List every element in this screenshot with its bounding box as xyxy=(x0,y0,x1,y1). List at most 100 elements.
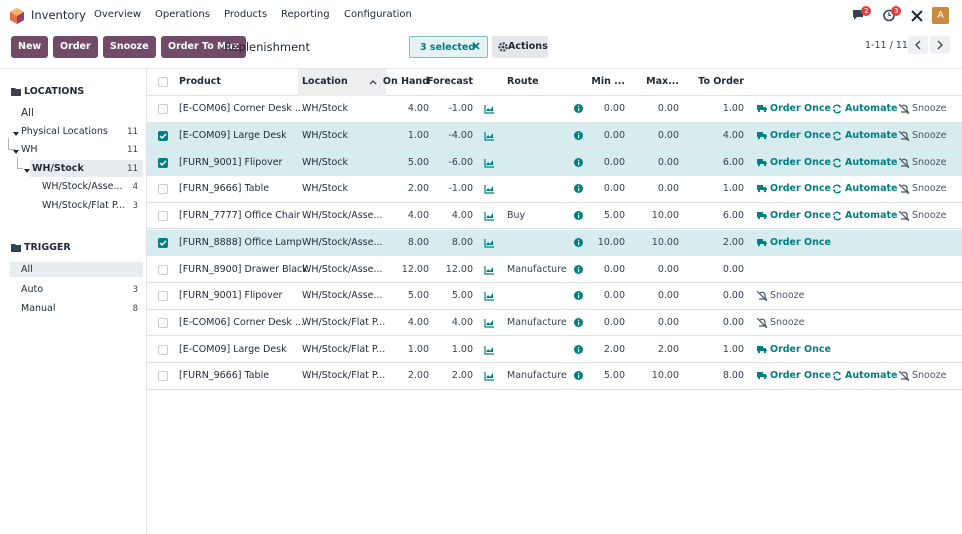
count: 11 xyxy=(127,163,138,174)
checkbox[interactable] xyxy=(158,291,168,302)
avatar[interactable]: A xyxy=(932,7,949,24)
trigger-item[interactable]: Auto xyxy=(21,283,44,295)
cell-on-hand: 12.00 xyxy=(401,263,429,275)
trigger-item[interactable]: Manual xyxy=(21,303,56,314)
action-button[interactable]: Snooze xyxy=(912,210,947,222)
menu-item[interactable]: Overview xyxy=(94,9,142,20)
action-button[interactable]: Order Once xyxy=(770,183,831,195)
button[interactable]: Order xyxy=(53,36,98,58)
column-header[interactable]: Location xyxy=(302,76,348,87)
action-button[interactable]: Order Once xyxy=(770,130,831,142)
actions-button[interactable]: Actions xyxy=(492,36,548,58)
action-icon xyxy=(898,210,910,224)
cell-forecast: 12.00 xyxy=(445,263,473,275)
table-row[interactable]: [FURN_8900] Drawer Black WH/Stock/Asse...… xyxy=(147,256,962,283)
checkbox[interactable] xyxy=(158,104,168,115)
action-button[interactable]: Snooze xyxy=(912,130,947,142)
column-header[interactable]: Forecast xyxy=(427,76,473,87)
messages-icon[interactable] xyxy=(852,9,866,21)
action-button[interactable]: Automate xyxy=(845,210,898,222)
action-button[interactable]: Automate xyxy=(845,183,898,195)
cell-max: 0.00 xyxy=(657,156,679,168)
action-button[interactable]: Order Once xyxy=(770,156,831,168)
action-button[interactable]: Automate xyxy=(845,103,898,115)
action-button[interactable]: Snooze xyxy=(912,156,947,168)
action-button[interactable]: Automate xyxy=(845,156,898,168)
column-header[interactable]: Max... xyxy=(646,76,679,87)
column-header[interactable]: Product xyxy=(179,76,221,87)
action-button[interactable]: Order Once xyxy=(770,370,831,382)
cell-max: 10.00 xyxy=(651,210,679,222)
action-button[interactable]: Order Once xyxy=(770,236,831,248)
checkbox[interactable] xyxy=(158,184,168,195)
actions-label: Actions xyxy=(508,41,548,52)
table-row[interactable]: [FURN_9001] Flipover WH/Stock 5.00 -6.00 0.0… xyxy=(147,149,962,177)
location-item[interactable]: WH/Stock/Flat P... xyxy=(42,199,126,211)
checkbox[interactable] xyxy=(158,157,168,168)
action-button[interactable]: Snooze xyxy=(912,103,947,115)
action-button[interactable]: Snooze xyxy=(912,183,947,195)
location-item[interactable]: WH/Stock/Asse... xyxy=(42,181,123,192)
action-button[interactable]: Snooze xyxy=(770,316,805,328)
table-row[interactable]: [FURN_8888] Office Lamp WH/Stock/Asse... 8… xyxy=(147,229,962,257)
count: 4 xyxy=(132,182,138,192)
debug-icon[interactable] xyxy=(911,10,923,22)
table-row[interactable]: [E-COM09] Large Desk WH/Stock 1.00 -4.00 0.0… xyxy=(147,122,962,150)
pager-prev[interactable] xyxy=(908,36,928,54)
cell-to-order: 1.00 xyxy=(722,183,744,195)
column-header[interactable]: Route xyxy=(507,76,539,87)
cell-forecast: 4.00 xyxy=(451,210,473,222)
column-header[interactable]: To Order xyxy=(698,76,744,87)
cell-forecast: -1.00 xyxy=(448,183,473,195)
location-item[interactable]: All xyxy=(21,107,35,119)
table-row[interactable]: [FURN_9666] Table WH/Stock/Flat P... 2.00 2… xyxy=(147,363,962,390)
trigger-item[interactable]: All xyxy=(21,264,33,275)
menu-item[interactable]: Configuration xyxy=(344,9,412,20)
button[interactable]: Order To Max xyxy=(161,36,247,58)
action-button[interactable]: Order Once xyxy=(770,210,831,222)
location-item[interactable]: WH xyxy=(21,144,38,155)
action-button[interactable]: Order Once xyxy=(770,103,831,115)
action-icon xyxy=(898,103,910,117)
table-row[interactable]: [FURN_9001] Flipover WH/Stock/Asse... 5.00… xyxy=(147,283,962,310)
checkbox[interactable] xyxy=(158,317,168,328)
button[interactable]: New xyxy=(11,36,49,58)
section-title: TRIGGER xyxy=(24,242,71,253)
table-row[interactable]: [E-COM09] Large Desk WH/Stock/Flat P... 1.… xyxy=(147,336,962,363)
forecast-graph-icon xyxy=(484,265,495,278)
action-button[interactable]: Snooze xyxy=(770,290,805,302)
unselect-icon[interactable] xyxy=(472,42,480,50)
action-button[interactable]: Order Once xyxy=(770,343,831,355)
location-item[interactable]: Physical Locations xyxy=(21,125,108,137)
cell-forecast: 4.00 xyxy=(451,316,473,328)
checkbox[interactable] xyxy=(158,371,168,382)
app-name[interactable]: Inventory xyxy=(31,8,86,22)
table-row[interactable]: [E-COM06] Corner Desk ... WH/Stock 4.00 -1.… xyxy=(147,96,962,123)
checkbox[interactable] xyxy=(158,211,168,222)
tree-line xyxy=(8,138,15,150)
action-button[interactable]: Automate xyxy=(845,370,898,382)
table-row[interactable]: [E-COM06] Corner Desk ... WH/Stock/Flat P… xyxy=(147,310,962,337)
table-row[interactable]: [FURN_7777] Office Chair WH/Stock/Asse...… xyxy=(147,203,962,230)
checkbox[interactable] xyxy=(158,131,168,142)
pager-next[interactable] xyxy=(930,36,950,54)
location-item[interactable]: WH/Stock xyxy=(32,162,84,174)
checkbox[interactable] xyxy=(158,344,168,355)
menu-item[interactable]: Reporting xyxy=(281,9,330,20)
checkbox[interactable] xyxy=(158,264,168,275)
button[interactable]: Snooze xyxy=(103,36,156,58)
column-header[interactable]: On Hand xyxy=(382,76,429,87)
checkbox[interactable] xyxy=(158,77,168,87)
divider xyxy=(0,68,962,69)
cell-to-order: 1.00 xyxy=(722,343,744,355)
action-button[interactable]: Snooze xyxy=(912,370,947,382)
checkbox[interactable] xyxy=(158,237,168,248)
action-button[interactable]: Automate xyxy=(845,130,898,142)
info-icon xyxy=(574,237,583,250)
menu-item[interactable]: Products xyxy=(224,9,268,20)
cell-min: 0.00 xyxy=(603,130,625,142)
cell-on-hand: 4.00 xyxy=(407,103,429,115)
column-header[interactable]: Min ... xyxy=(591,76,625,87)
menu-item[interactable]: Operations xyxy=(155,9,210,20)
table-row[interactable]: [FURN_9666] Table WH/Stock 2.00 -1.00 0.00 0.… xyxy=(147,176,962,203)
